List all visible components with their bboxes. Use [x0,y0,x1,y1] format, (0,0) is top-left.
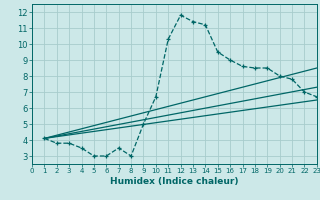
X-axis label: Humidex (Indice chaleur): Humidex (Indice chaleur) [110,177,239,186]
